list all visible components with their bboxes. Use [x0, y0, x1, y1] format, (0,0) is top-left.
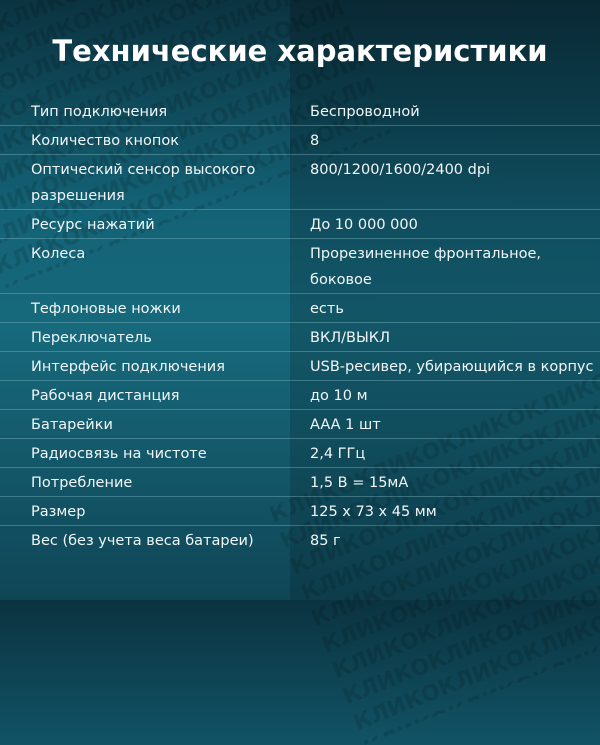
- spec-value: 85 г: [310, 533, 341, 549]
- spec-label: Потребление: [31, 475, 133, 491]
- spec-row: Радиосвязь на чистоте 2,4 ГГц: [0, 439, 600, 468]
- spec-value: 800/1200/1600/2400 dpi: [310, 162, 491, 178]
- spec-row: Интерфейс подключения USB-ресивер, убираю…: [0, 352, 600, 381]
- spec-label: Радиосвязь на чистоте: [31, 446, 207, 462]
- spec-value: 8: [310, 133, 320, 149]
- spec-row: Оптический сенсор высокого разрешения 800…: [0, 155, 600, 210]
- spec-value: до 10 м: [310, 388, 368, 404]
- spec-label: Количество кнопок: [31, 133, 180, 149]
- spec-row: Тип подключения Беспроводной: [0, 97, 600, 126]
- spec-value: ВКЛ/ВЫКЛ: [310, 330, 390, 346]
- spec-label: Колеса: [31, 246, 86, 262]
- spec-row: Ресурс нажатий До 10 000 000: [0, 210, 600, 239]
- spec-label: Ресурс нажатий: [31, 217, 155, 233]
- spec-value: 125 х 73 х 45 мм: [310, 504, 437, 520]
- spec-label: Рабочая дистанция: [31, 388, 180, 404]
- spec-row: Вес (без учета веса батареи) 85 г: [0, 526, 600, 554]
- spec-row: Количество кнопок 8: [0, 126, 600, 155]
- spec-label: Размер: [31, 504, 86, 520]
- spec-row: Рабочая дистанция до 10 м: [0, 381, 600, 410]
- spec-value: есть: [310, 301, 344, 317]
- spec-label: Тефлоновые ножки: [31, 301, 181, 317]
- spec-row: Колеса Прорезиненное фронтальное, боковое: [0, 239, 600, 294]
- spec-label: Переключатель: [31, 330, 152, 346]
- specs-table: Тип подключения Беспроводной Количество кн…: [0, 97, 600, 554]
- spec-value: 1,5 В = 15мА: [310, 475, 409, 491]
- spec-value: Беспроводной: [310, 104, 420, 120]
- spec-row: Потребление 1,5 В = 15мА: [0, 468, 600, 497]
- spec-label: Вес (без учета веса батареи): [31, 533, 254, 549]
- background-panel-right: [290, 0, 600, 600]
- spec-value: USB-ресивер, убирающийся в корпус: [310, 359, 594, 375]
- spec-row: Переключатель ВКЛ/ВЫКЛ: [0, 323, 600, 352]
- spec-row: Размер 125 х 73 х 45 мм: [0, 497, 600, 526]
- page-title: Технические характеристики: [52, 34, 548, 68]
- spec-value: До 10 000 000: [310, 217, 418, 233]
- spec-value: AAA 1 шт: [310, 417, 381, 433]
- spec-value: Прорезиненное фронтальное, боковое: [310, 246, 541, 288]
- spec-label: Батарейки: [31, 417, 113, 433]
- spec-row: Батарейки AAA 1 шт: [0, 410, 600, 439]
- spec-row: Тефлоновые ножки есть: [0, 294, 600, 323]
- spec-label: Тип подключения: [31, 104, 168, 120]
- spec-value: 2,4 ГГц: [310, 446, 366, 462]
- spec-label: Интерфейс подключения: [31, 359, 225, 375]
- spec-label: Оптический сенсор высокого разрешения: [31, 162, 256, 204]
